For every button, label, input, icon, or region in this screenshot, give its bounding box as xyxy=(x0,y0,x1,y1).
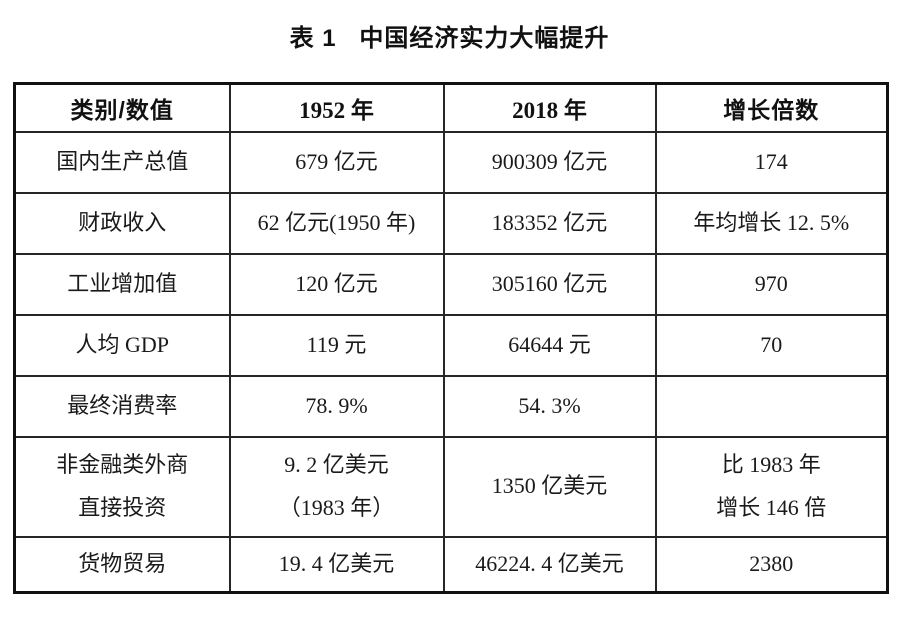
cell-1952: 78. 9% xyxy=(228,374,445,438)
header-cell-category: 类别/数值 xyxy=(13,82,231,133)
table-caption-label: 表 1 xyxy=(289,25,337,52)
cell-2018: 305160 亿元 xyxy=(442,252,657,316)
economy-table: 类别/数值 1952 年 2018 年 增长倍数 国内生产总值 679 亿元 9… xyxy=(13,82,889,594)
table-row-foreign-investment: 非金融类外商 直接投资 9. 2 亿美元 （1983 年） 1350 亿美元 比… xyxy=(13,435,889,538)
cell-1952: 62 亿元(1950 年) xyxy=(228,191,445,255)
cell-1952: 119 元 xyxy=(228,313,445,377)
cell-category: 财政收入 xyxy=(13,191,231,255)
cell-growth xyxy=(654,374,889,438)
cell-growth: 2380 xyxy=(654,535,889,594)
cell-category: 非金融类外商 直接投资 xyxy=(13,435,231,538)
header-cell-1952: 1952 年 xyxy=(228,82,445,133)
cell-category: 国内生产总值 xyxy=(13,130,231,194)
cell-2018: 46224. 4 亿美元 xyxy=(442,535,657,594)
cell-category: 人均 GDP xyxy=(13,313,231,377)
cell-growth: 970 xyxy=(654,252,889,316)
cell-growth: 70 xyxy=(654,313,889,377)
cell-growth: 比 1983 年 增长 146 倍 xyxy=(654,435,889,538)
header-cell-growth: 增长倍数 xyxy=(654,82,889,133)
cell-category: 货物贸易 xyxy=(13,535,231,594)
cell-1952: 9. 2 亿美元 （1983 年） xyxy=(228,435,445,538)
table-caption-title: 中国经济实力大幅提升 xyxy=(359,25,610,52)
table-row-goods-trade: 货物贸易 19. 4 亿美元 46224. 4 亿美元 2380 xyxy=(13,535,889,594)
table-caption: 表 1 中国经济实力大幅提升 xyxy=(0,18,899,53)
table-row-consumption-rate: 最终消费率 78. 9% 54. 3% xyxy=(13,374,889,438)
cell-2018: 183352 亿元 xyxy=(442,191,657,255)
header-cell-2018: 2018 年 xyxy=(442,82,657,133)
table-header-row: 类别/数值 1952 年 2018 年 增长倍数 xyxy=(13,82,889,133)
cell-growth: 174 xyxy=(654,130,889,194)
cell-category: 最终消费率 xyxy=(13,374,231,438)
cell-2018: 900309 亿元 xyxy=(442,130,657,194)
table-row-gdp: 国内生产总值 679 亿元 900309 亿元 174 xyxy=(13,130,889,194)
table-row-gdp-per-capita: 人均 GDP 119 元 64644 元 70 xyxy=(13,313,889,377)
table-row-industrial-value: 工业增加值 120 亿元 305160 亿元 970 xyxy=(13,252,889,316)
cell-1952: 679 亿元 xyxy=(228,130,445,194)
cell-1952: 19. 4 亿美元 xyxy=(228,535,445,594)
cell-category: 工业增加值 xyxy=(13,252,231,316)
table-row-fiscal-revenue: 财政收入 62 亿元(1950 年) 183352 亿元 年均增长 12. 5% xyxy=(13,191,889,255)
cell-growth: 年均增长 12. 5% xyxy=(654,191,889,255)
cell-2018: 64644 元 xyxy=(442,313,657,377)
cell-1952: 120 亿元 xyxy=(228,252,445,316)
cell-2018: 1350 亿美元 xyxy=(442,435,657,538)
cell-2018: 54. 3% xyxy=(442,374,657,438)
